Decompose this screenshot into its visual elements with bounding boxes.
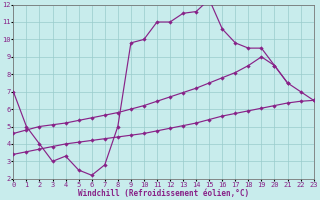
X-axis label: Windchill (Refroidissement éolien,°C): Windchill (Refroidissement éolien,°C) (78, 189, 249, 198)
